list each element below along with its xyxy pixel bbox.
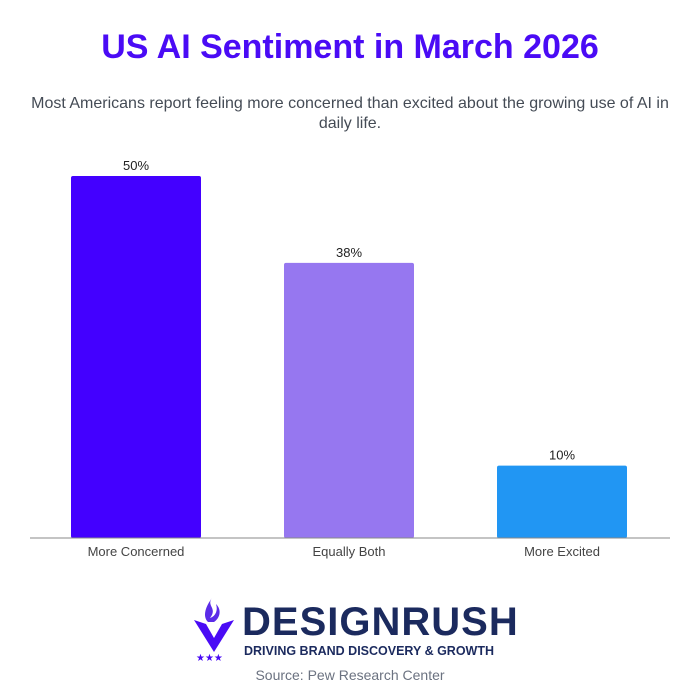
data-label: 50% (123, 158, 149, 173)
data-label: 10% (549, 448, 575, 463)
bar-more-concerned (71, 176, 201, 538)
x-tick-label: More Excited (524, 544, 600, 559)
x-tick-label: Equally Both (313, 544, 386, 559)
logo-wordmark: DESIGNRUSH (242, 600, 519, 644)
svg-text:★★★: ★★★ (196, 653, 223, 662)
bar-chart: 50% More Concerned 38% Equally Both 10% More … (30, 158, 670, 559)
logo-tagline: DRIVING BRAND DISCOVERY & GROWTH (244, 644, 495, 658)
designrush-logo: ★★★ DESIGNRUSH DRIVING BRAND DISCOVERY &… (192, 596, 522, 666)
chart-title: US AI Sentiment in March 2026 (101, 28, 599, 66)
bar-more-excited (497, 465, 627, 538)
x-tick-label: More Concerned (88, 544, 185, 559)
chart-subtitle: Most Americans report feeling more conce… (31, 95, 669, 132)
source-note: Source: Pew Research Center (255, 667, 445, 683)
data-label: 38% (336, 245, 362, 260)
designrush-emblem-icon: ★★★ (194, 598, 234, 662)
bar-equally-both (284, 262, 414, 538)
